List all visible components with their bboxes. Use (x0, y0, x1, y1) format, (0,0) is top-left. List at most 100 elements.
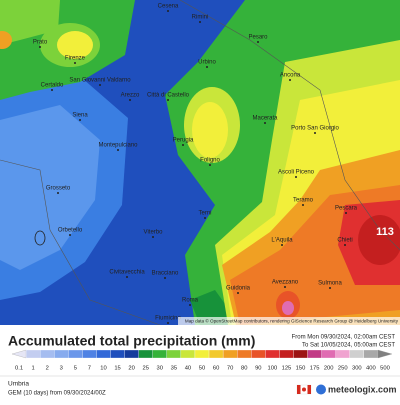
city-dot (206, 66, 208, 68)
panel (0, 325, 400, 400)
date-from: From Mon 09/30/2024, 02:00am CEST (292, 335, 396, 341)
city-label: L'Aquila (271, 238, 293, 244)
city-label: Pesaro (248, 35, 268, 41)
city-label: Rimini (192, 15, 209, 21)
attribution-bg (178, 317, 400, 325)
city-label: Montepulciano (98, 143, 138, 149)
city-dot (117, 149, 119, 151)
city-label: Ascoli Piceno (278, 170, 315, 176)
city-label: Firenze (65, 56, 86, 62)
flag-leaf (302, 387, 306, 392)
scale-swatch (194, 349, 210, 359)
scale-swatch (25, 349, 41, 359)
city-label: Grosseto (46, 186, 71, 192)
city-dot (314, 132, 316, 134)
scale-swatch (349, 349, 365, 359)
precip-area (0, 31, 12, 49)
scale-label: 100 (268, 366, 278, 372)
city-dot (167, 99, 169, 101)
region: Umbria (8, 381, 29, 388)
scale-label: 80 (241, 366, 247, 372)
city-dot (295, 176, 297, 178)
scale-label: 50 (199, 366, 205, 372)
precip-area (358, 215, 400, 265)
city-label: San Giovanni Valdarno (69, 78, 131, 84)
precip-area (0, 0, 60, 45)
scale-swatch (96, 349, 111, 359)
precip-area (282, 301, 294, 315)
panel-title: Accumulated total precipitation (mm) (8, 333, 255, 349)
city-dot (189, 304, 191, 306)
city-label: Bracciano (152, 271, 179, 277)
scale-label: 15 (114, 366, 120, 372)
precip-area (192, 102, 228, 158)
city-dot (126, 276, 128, 278)
city-dot (129, 99, 131, 101)
city-label: Pescara (335, 206, 358, 212)
city-label: Sulmona (318, 281, 342, 287)
city-label: Perugia (173, 138, 194, 144)
scale-swatch (335, 349, 350, 359)
city-label: Civitavecchia (109, 270, 145, 276)
city-label: Siena (72, 113, 88, 119)
city-dot (167, 10, 169, 12)
city-dot (344, 244, 346, 246)
scale-swatch (293, 349, 308, 359)
city-label: Viterbo (144, 230, 164, 236)
scale-swatch (180, 349, 196, 359)
scale-label: 2 (46, 366, 49, 372)
city-dot (99, 84, 101, 86)
scale-label: 30 (157, 366, 163, 372)
city-label: Fiumicino (155, 316, 181, 322)
model: GEM (10 days) from 09/30/2024/00Z (8, 391, 106, 397)
city-label: Porto San Giorgio (291, 126, 339, 132)
scale-label: 3 (60, 366, 63, 372)
max-label: 113 (376, 226, 394, 238)
city-dot (204, 217, 206, 219)
city-label: Terni (198, 211, 211, 217)
lake (34, 230, 46, 246)
logo-icon (316, 384, 326, 395)
scale-label: 70 (227, 366, 233, 372)
city-dot (289, 79, 291, 81)
date-to: To Sat 10/05/2024, 05:00am CEST (302, 343, 395, 349)
city-label: Foligno (200, 158, 220, 164)
scale-swatch (265, 349, 280, 359)
city-dot (209, 164, 211, 166)
city-dot (237, 292, 239, 294)
city-label: Chieti (337, 238, 352, 244)
scale-label: 0.1 (15, 366, 23, 372)
city-dot (164, 277, 166, 279)
attribution: Map data © OpenStreetMap contributors, r… (185, 318, 399, 324)
scale-label: 175 (310, 366, 320, 372)
city-dot (152, 236, 154, 238)
city-label: Prato (33, 40, 48, 46)
city-dot (264, 122, 266, 124)
scale-label: 1 (31, 366, 34, 372)
scale-label: 40 (185, 366, 191, 372)
city-dot (74, 62, 76, 64)
city-dot (69, 234, 71, 236)
city-dot (281, 244, 283, 246)
scale-swatch (307, 349, 322, 359)
city-label: Macerata (252, 116, 278, 122)
scale-label: 200 (324, 366, 334, 372)
city-dot (182, 144, 184, 146)
city-label: Orbetello (58, 228, 83, 234)
scale-swatch (54, 349, 69, 359)
scale-swatch (152, 349, 167, 359)
city-dot (199, 21, 201, 23)
coastline (0, 159, 161, 326)
city-dot (57, 192, 59, 194)
city-dot (302, 204, 304, 206)
city-dot (79, 119, 81, 121)
flag-band (297, 385, 301, 394)
scale-label: 7 (88, 366, 91, 372)
scale-swatch (166, 349, 182, 359)
scale-swatch (82, 349, 97, 359)
scale-label: 5 (74, 366, 77, 372)
city-label: Urbino (198, 60, 216, 66)
scale-swatch (138, 349, 153, 359)
scale-swatch (279, 349, 294, 359)
